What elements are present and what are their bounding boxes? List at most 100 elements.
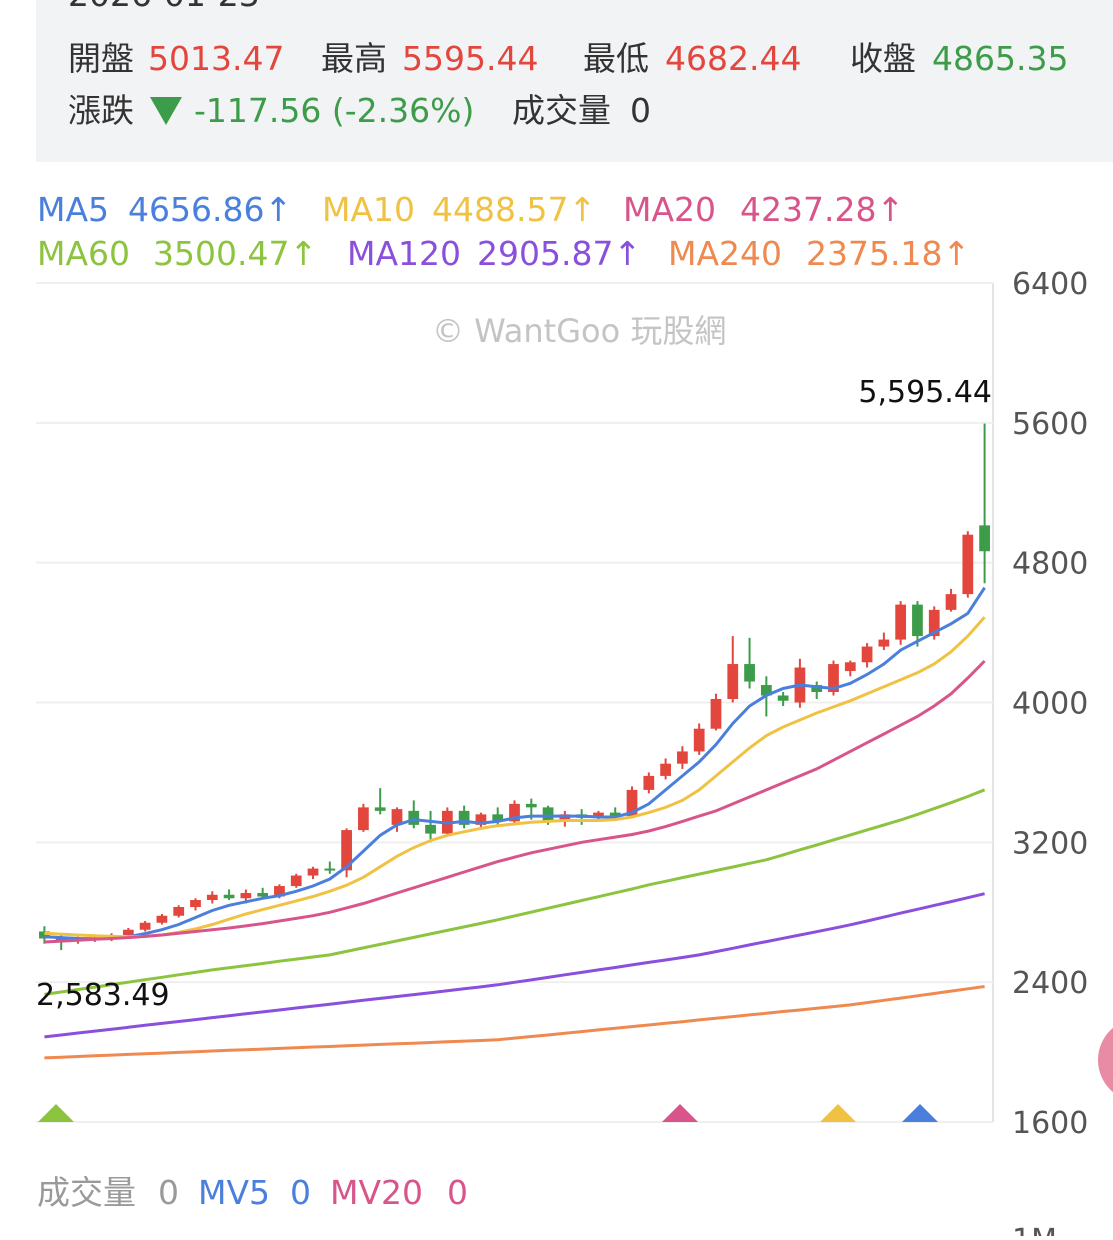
candle-body: [525, 803, 537, 808]
ma-line: [44, 788, 986, 996]
candle-body: [391, 809, 403, 825]
signal-marker: [902, 1104, 938, 1122]
candle-body: [593, 812, 604, 818]
candle-body: [290, 875, 302, 887]
low-annotation: 2,583.49: [36, 978, 170, 1013]
candle-body: [324, 868, 336, 871]
candle-body: [341, 830, 352, 871]
candle-body: [777, 695, 789, 701]
candle-body: [156, 915, 168, 923]
candle-body: [861, 646, 873, 663]
mv20-label: MV20: [330, 1173, 423, 1212]
candle-body: [844, 662, 856, 672]
legend-value: 2905.87↑: [477, 234, 641, 273]
candle-body: [122, 929, 134, 935]
candle-body: [139, 922, 151, 930]
candle-body: [962, 534, 974, 595]
legend-name: MA120: [347, 234, 461, 273]
change-value: -117.56 (-2.36%): [194, 91, 474, 130]
legend-value: 4237.28↑: [740, 190, 904, 229]
watermark: © WantGoo 玩股網: [432, 312, 726, 350]
ma-line: [44, 892, 985, 1039]
candle-body: [542, 807, 554, 822]
candle-body: [475, 814, 487, 825]
candle-body: [710, 699, 722, 729]
candle-body: [374, 807, 386, 811]
high-label: 最高: [321, 39, 387, 78]
y-tick-label: 4800: [1012, 547, 1088, 582]
candle-body: [912, 604, 923, 637]
legend-name: MA5: [37, 190, 109, 229]
vol-legend-value: 0: [158, 1173, 179, 1212]
legend-value: 4656.86↑: [128, 190, 292, 229]
ma-line: [44, 659, 986, 944]
volume-label: 成交量: [512, 91, 611, 130]
mv5-label: MV5: [198, 1173, 270, 1212]
candle-body: [509, 803, 520, 822]
candle-body: [223, 894, 235, 899]
candle-body: [760, 685, 772, 696]
candle-body: [173, 907, 185, 916]
ma-line: [44, 586, 986, 941]
ma-line: [44, 616, 986, 939]
legend-name: MA240: [668, 234, 782, 273]
candle-body: [945, 594, 957, 610]
candle-body: [878, 639, 890, 647]
mv20-value: 0: [447, 1173, 468, 1212]
y-tick-label: 4000: [1012, 687, 1088, 722]
signal-marker: [820, 1104, 856, 1122]
candle-body: [660, 763, 671, 776]
y-tick-label: 1600: [1012, 1106, 1088, 1141]
candle-body: [811, 685, 823, 693]
candle-body: [458, 810, 470, 825]
plot: [36, 282, 993, 1123]
floating-button[interactable]: [1098, 1018, 1113, 1102]
candle-body: [744, 664, 755, 682]
candle-body: [609, 812, 621, 817]
candle-body: [643, 775, 655, 790]
ma-line: [44, 985, 985, 1060]
high-value: 5595.44: [402, 39, 538, 78]
candle-body: [626, 789, 638, 817]
candle-body: [307, 868, 319, 876]
candle-body: [727, 664, 739, 700]
legend-name: MA20: [623, 190, 716, 229]
candle-body: [928, 609, 940, 637]
candle-body: [677, 751, 688, 764]
mv5-value: 0: [290, 1173, 311, 1212]
y-tick-label: 3200: [1012, 826, 1088, 861]
candle-body: [693, 728, 705, 752]
volume-axis-label: 1M: [1012, 1223, 1057, 1236]
candle-body: [492, 814, 504, 822]
legend-value: 2375.18↑: [806, 234, 970, 273]
candle-body: [39, 931, 50, 939]
candle-body: [979, 525, 990, 552]
signal-marker: [662, 1104, 698, 1122]
y-tick-label: 6400: [1012, 267, 1088, 302]
open-label: 開盤: [68, 39, 134, 78]
candle-body: [559, 814, 571, 822]
high-annotation: 5,595.44: [858, 375, 992, 410]
candle-body: [828, 664, 839, 693]
legend-name: MA10: [322, 190, 415, 229]
candle-body: [895, 604, 907, 640]
candle-body: [257, 893, 269, 897]
candle-body: [408, 810, 420, 825]
vol-legend-label: 成交量: [37, 1173, 136, 1212]
close-label: 收盤: [850, 39, 916, 78]
candle-body: [240, 893, 252, 899]
y-tick-label: 2400: [1012, 966, 1088, 1001]
candle-body: [190, 900, 201, 908]
y-tick-label: 5600: [1012, 407, 1088, 442]
legend-value: 4488.57↑: [432, 190, 596, 229]
candle-body: [206, 894, 218, 901]
candle-body: [425, 824, 436, 834]
date: 2026-01-23: [68, 0, 260, 14]
candle-body: [274, 886, 285, 897]
open-value: 5013.47: [148, 39, 284, 78]
header-panel: [36, 0, 1113, 162]
down-arrow: [150, 97, 182, 125]
candle-body: [55, 938, 67, 941]
